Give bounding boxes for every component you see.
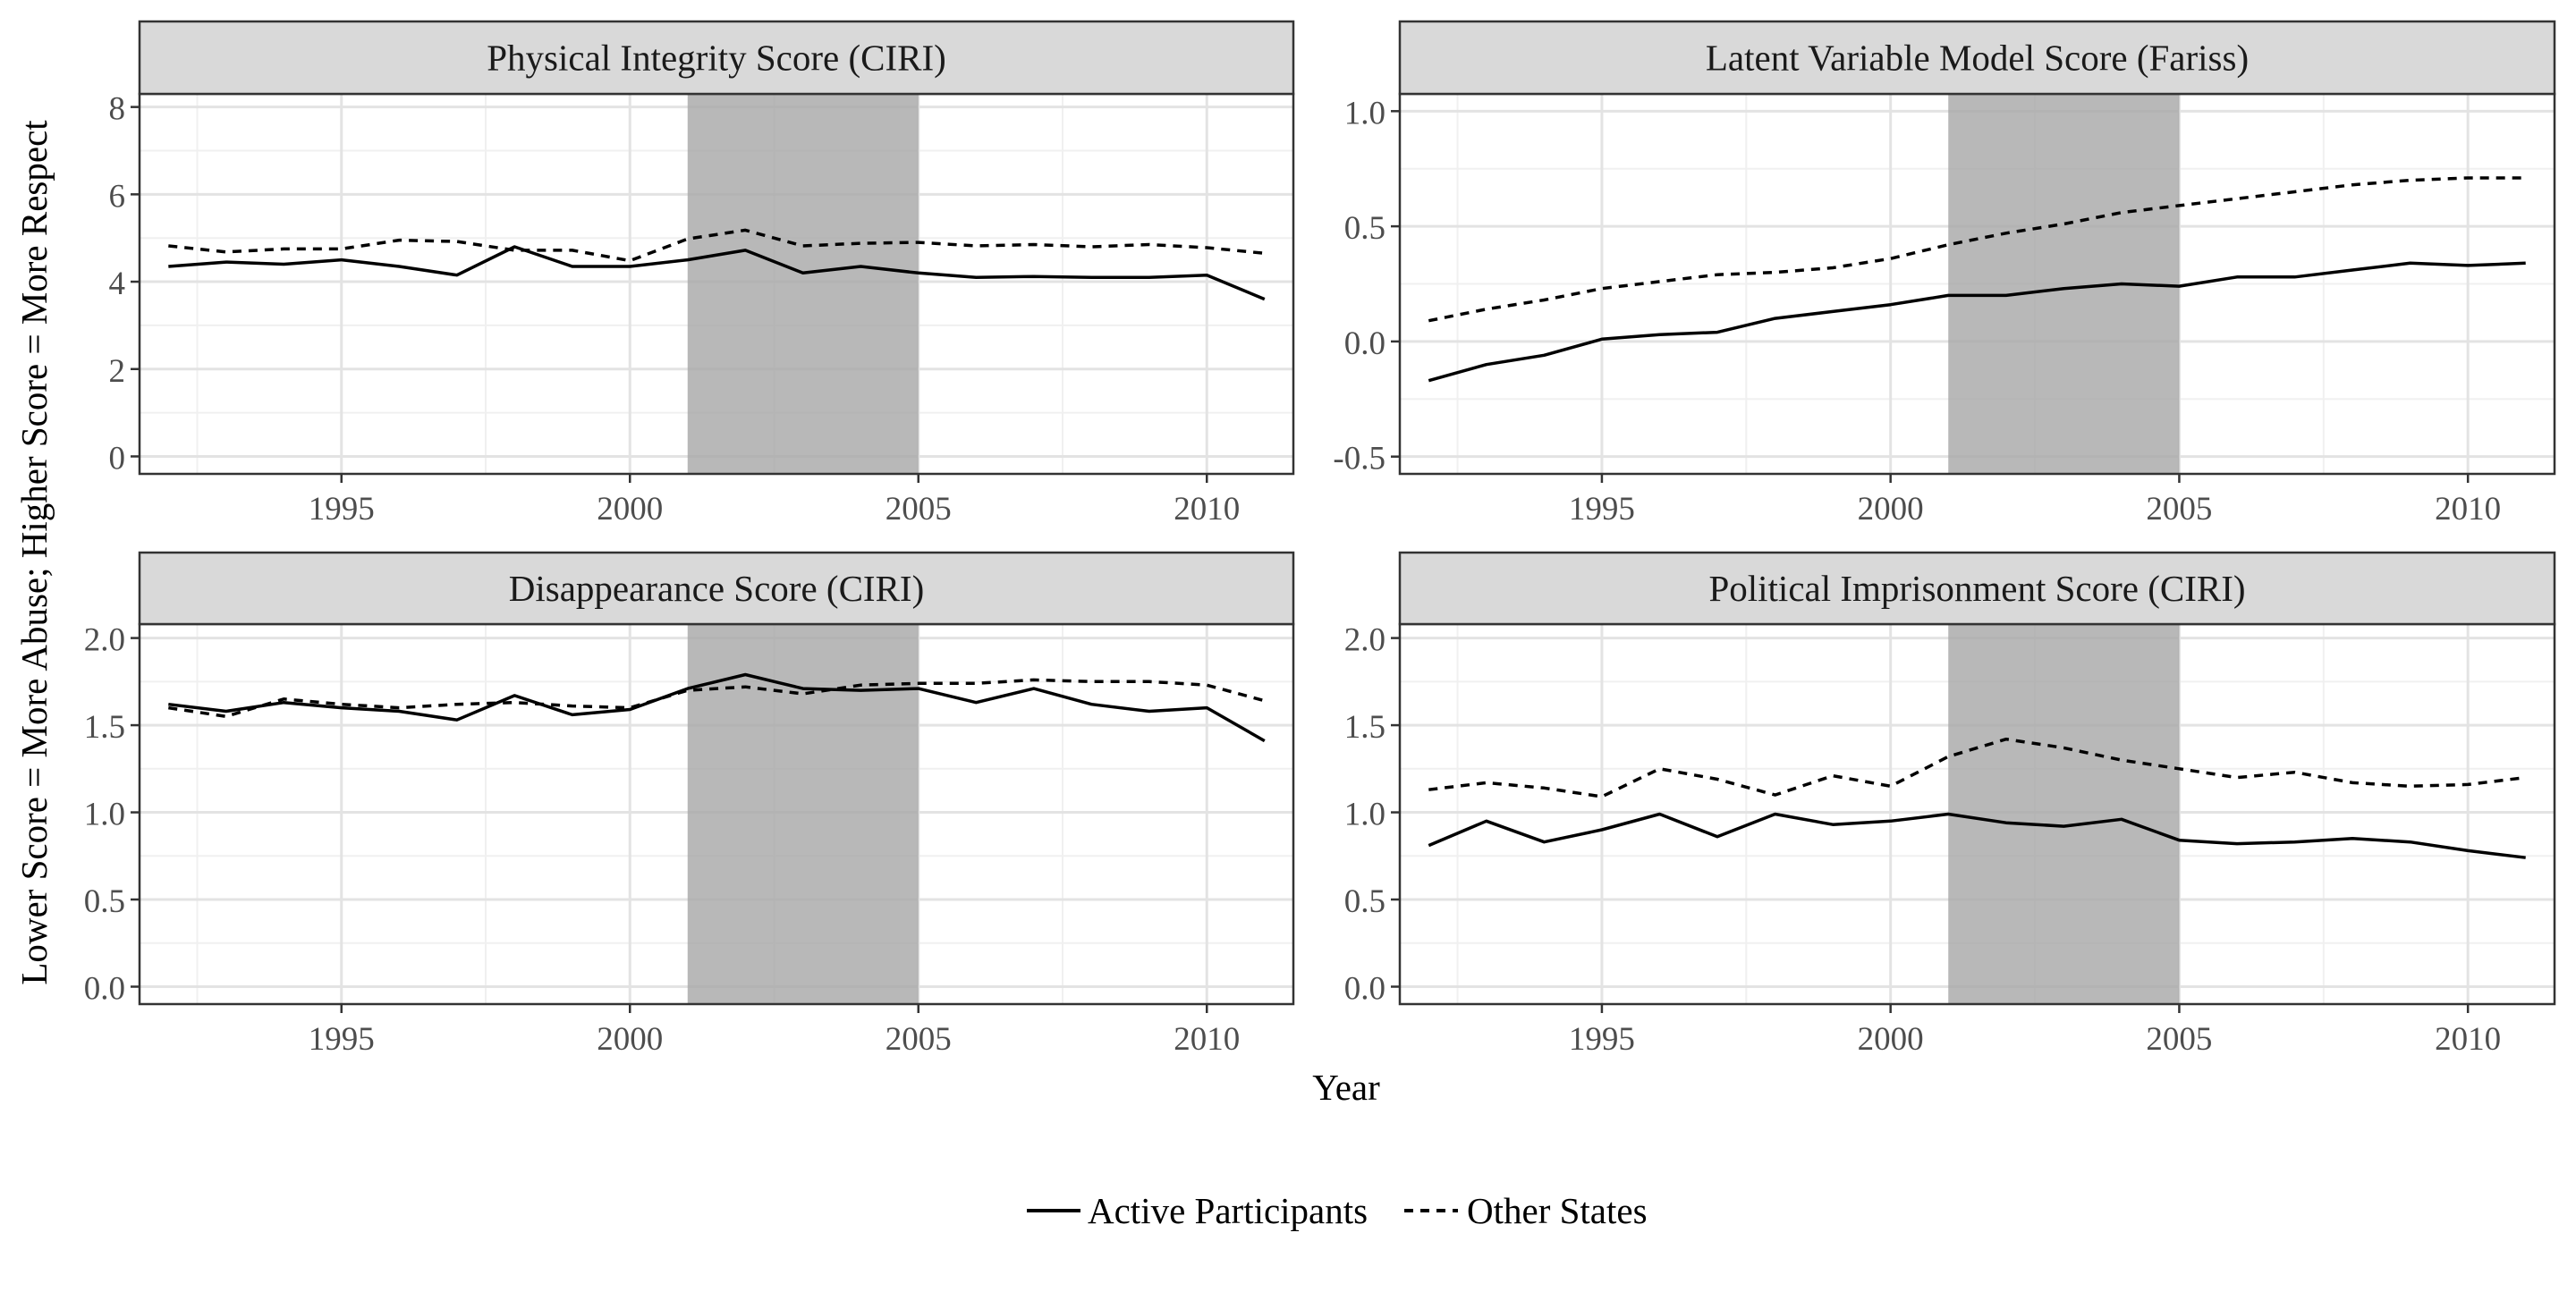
x-axis-title: Year	[1312, 1067, 1380, 1108]
x-tick-label: 1995	[1569, 1021, 1635, 1058]
y-tick-label: 2	[109, 353, 126, 390]
y-tick-label: 0.5	[1344, 210, 1385, 247]
series-line-other-states	[168, 228, 1265, 263]
series-line-active-participants	[1428, 261, 2526, 383]
series-line-other-states	[1428, 176, 2526, 323]
series-line-active-participants	[1428, 812, 2526, 859]
x-tick-label: 2010	[2435, 1021, 2501, 1058]
x-tick-label: 2000	[597, 1021, 663, 1058]
legend-label: Other States	[1467, 1190, 1648, 1231]
panel-strip	[138, 551, 1295, 626]
y-tick-label: 1.0	[1344, 95, 1385, 131]
y-tick-label: 0.0	[84, 971, 125, 1008]
series-line-active-participants	[168, 672, 1266, 743]
y-axis-title: Lower Score = More Abuse; Higher Score =…	[13, 120, 55, 985]
y-tick-label: -0.5	[1333, 441, 1385, 477]
panel-title: Political Imprisonment Score (CIRI)	[1708, 568, 2245, 609]
y-tick-label: 0.5	[84, 883, 125, 920]
panel-title: Latent Variable Model Score (Fariss)	[1706, 38, 2249, 79]
y-tick-label: 1.0	[1344, 797, 1385, 833]
series-line-active-participants	[168, 245, 1266, 301]
y-tick-label: 0.0	[1344, 325, 1385, 362]
panel-title: Disappearance Score (CIRI)	[509, 568, 924, 609]
x-tick-label: 2005	[886, 1021, 952, 1058]
y-tick-label: 1.5	[1344, 709, 1385, 746]
panel-strip	[1398, 551, 2556, 626]
y-tick-label: 6	[109, 178, 126, 215]
x-tick-label: 2000	[597, 491, 663, 528]
y-tick-label: 4	[109, 266, 126, 302]
x-tick-label: 1995	[1569, 491, 1635, 528]
x-tick-label: 2005	[2146, 1021, 2212, 1058]
x-tick-label: 2010	[1174, 1021, 1240, 1058]
panel-title: Physical Integrity Score (CIRI)	[487, 38, 946, 79]
y-tick-label: 8	[109, 91, 126, 128]
y-tick-label: 1.0	[84, 797, 125, 833]
x-tick-label: 2010	[1174, 491, 1240, 528]
x-tick-label: 2005	[886, 491, 952, 528]
y-tick-label: 2.0	[84, 622, 125, 659]
highlight-band	[1948, 624, 2180, 1004]
x-tick-label: 1995	[309, 491, 375, 528]
x-tick-label: 2000	[1858, 491, 1924, 528]
y-tick-label: 0.5	[1344, 883, 1385, 920]
y-tick-label: 1.5	[84, 709, 125, 746]
panel-strip	[138, 20, 1295, 96]
y-tick-label: 2.0	[1344, 622, 1385, 659]
series-line-other-states	[1428, 737, 2526, 798]
legend-label: Active Participants	[1088, 1190, 1368, 1231]
x-tick-label: 1995	[309, 1021, 375, 1058]
x-tick-label: 2010	[2435, 491, 2501, 528]
highlight-band	[687, 94, 919, 474]
y-tick-label: 0.0	[1344, 971, 1385, 1008]
y-tick-label: 0	[109, 440, 126, 477]
x-tick-label: 2005	[2146, 491, 2212, 528]
x-tick-label: 2000	[1858, 1021, 1924, 1058]
panel-strip	[1398, 20, 2556, 96]
series-line-other-states	[168, 678, 1266, 719]
